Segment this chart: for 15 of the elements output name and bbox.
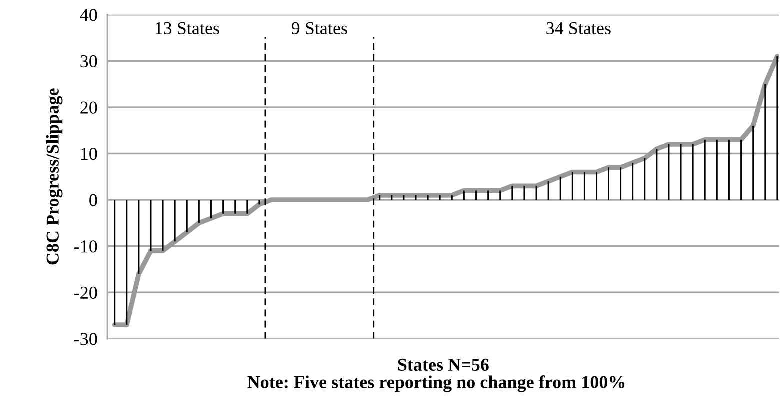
y-axis-title: C8C Progress/Slippage <box>46 88 63 265</box>
y-tick-label: 0 <box>90 194 98 206</box>
y-tick-label: -20 <box>74 286 98 300</box>
y-tick-label: 30 <box>80 55 98 68</box>
text: Note: Five states reporting no change from 100% <box>248 376 625 392</box>
x-axis-title: States N=56 <box>398 358 489 372</box>
y-tick-label: 40 <box>80 9 98 22</box>
y-tick-label: 20 <box>80 102 98 114</box>
y-tick-label: -30 <box>74 333 98 346</box>
line-series <box>112 54 780 328</box>
y-tick-label: -10 <box>74 240 98 253</box>
y-tick-label: 10 <box>81 148 98 160</box>
annotation: 9 States <box>292 22 348 35</box>
annotation: 13 States <box>156 22 220 35</box>
annotation: 34 States <box>546 22 611 35</box>
